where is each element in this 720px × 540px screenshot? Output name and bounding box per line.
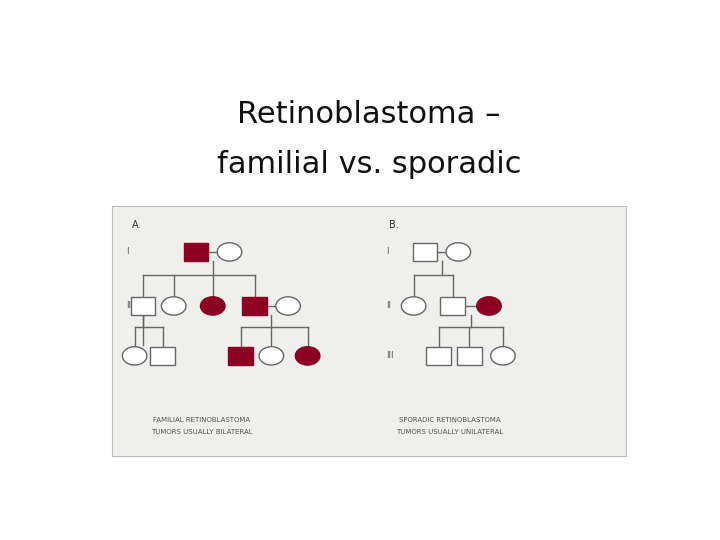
Text: A.: A.	[132, 220, 141, 230]
Bar	[457, 347, 482, 365]
Text: I: I	[126, 247, 129, 256]
Bar	[228, 347, 253, 365]
Bar	[426, 347, 451, 365]
Text: III: III	[386, 352, 393, 360]
Ellipse shape	[401, 297, 426, 315]
Ellipse shape	[217, 243, 242, 261]
Ellipse shape	[295, 347, 320, 365]
Text: I: I	[386, 247, 388, 256]
Text: III: III	[126, 352, 134, 360]
Ellipse shape	[122, 347, 147, 365]
Text: TUMORS USUALLY BILATERAL: TUMORS USUALLY BILATERAL	[150, 429, 253, 435]
FancyBboxPatch shape	[112, 206, 626, 456]
Ellipse shape	[200, 297, 225, 315]
Text: FAMILIAL RETINOBLASTOMA: FAMILIAL RETINOBLASTOMA	[153, 417, 250, 423]
Bar	[150, 347, 175, 365]
Text: II: II	[126, 301, 131, 310]
Text: II: II	[386, 301, 391, 310]
Text: TUMORS USUALLY UNILATERAL: TUMORS USUALLY UNILATERAL	[396, 429, 503, 435]
Ellipse shape	[259, 347, 284, 365]
Bar	[184, 243, 208, 261]
Bar	[441, 297, 465, 315]
Bar	[413, 243, 437, 261]
Bar	[243, 297, 267, 315]
Ellipse shape	[490, 347, 516, 365]
Ellipse shape	[161, 297, 186, 315]
Text: B.: B.	[389, 220, 398, 230]
Text: Retinoblastoma –: Retinoblastoma –	[238, 100, 500, 129]
Text: SPORADIC RETINOBLASTOMA: SPORADIC RETINOBLASTOMA	[399, 417, 500, 423]
Ellipse shape	[446, 243, 471, 261]
Ellipse shape	[477, 297, 501, 315]
Bar	[131, 297, 156, 315]
Ellipse shape	[276, 297, 300, 315]
Text: familial vs. sporadic: familial vs. sporadic	[217, 150, 521, 179]
